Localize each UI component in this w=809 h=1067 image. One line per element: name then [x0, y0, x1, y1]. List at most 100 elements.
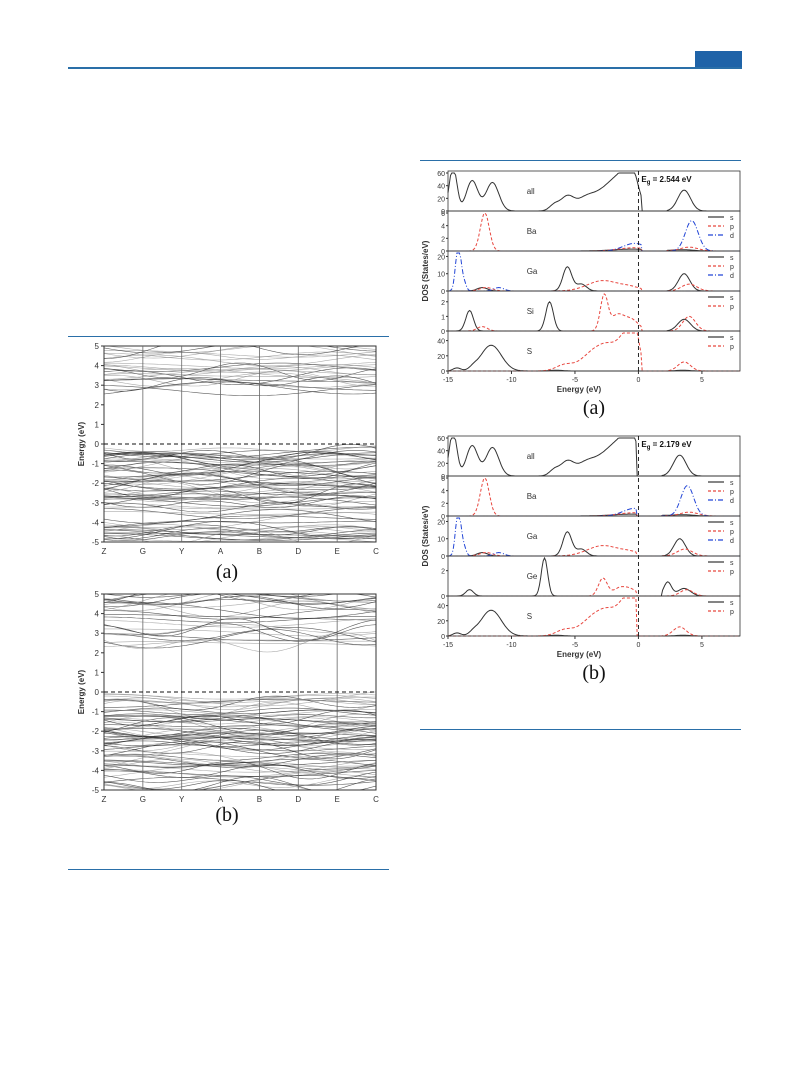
band-line [103, 740, 376, 751]
band-line [103, 695, 377, 711]
y-tick-label: 0 [95, 688, 100, 697]
dos-curve-s [448, 301, 740, 332]
y-tick-label: 4 [441, 489, 445, 496]
band-structure-a: 5 4 3 2 1 0 -1 -2 -3 -4 -5 Z G Y A B D E C Energy (eV) [68, 340, 390, 565]
y-tick-label: 0 [441, 329, 445, 336]
kpoint-label: C [373, 795, 379, 804]
y-tick-label: 2 [95, 401, 100, 410]
band-line [103, 641, 377, 647]
band-line [103, 493, 377, 508]
band-line [103, 624, 377, 636]
dos-panel-frame [447, 595, 741, 637]
band-line [103, 615, 377, 623]
y-axis-label: DOS (States/eV) [421, 505, 430, 566]
y-tick-label: 40 [437, 184, 445, 191]
dos-panel-si: Si 2 1 0 sp [441, 290, 741, 336]
dos-curve-s [447, 437, 740, 477]
dos-a-caption: (a) [582, 397, 606, 419]
dos-panel-frame [447, 555, 741, 597]
legend-label: d [730, 233, 734, 240]
band-lines [103, 345, 377, 543]
band-line [104, 364, 377, 372]
legend-label: d [730, 538, 734, 545]
y-tick-label: 20 [437, 354, 445, 361]
band-line [103, 524, 377, 535]
kpoint-label: G [140, 547, 146, 556]
dos-panel-frame [447, 515, 741, 557]
y-tick-label: -5 [92, 786, 100, 795]
kpoint-label: D [295, 795, 301, 804]
band-structure-b-plot: 5 4 3 2 1 0 -1 -2 -3 -4 -5Z G Y A B D E C Energy (eV) [77, 590, 379, 804]
band-line [104, 759, 377, 767]
y-tick-label: -4 [92, 518, 100, 527]
x-tick-label: 0 [636, 642, 640, 649]
y-tick-label: 10 [437, 537, 445, 544]
kpoint-label: E [334, 795, 339, 804]
y-tick-label: -4 [92, 766, 100, 775]
dos-curve-s [448, 556, 740, 597]
y-tick-label: 6 [441, 476, 445, 483]
y-tick-label: 0 [441, 634, 445, 641]
kpoint-label: Y [179, 547, 185, 556]
dos-curve-p [448, 577, 740, 597]
band-line [103, 531, 377, 541]
dos-panel-frame [447, 475, 741, 517]
band-line [103, 751, 377, 766]
band-line [103, 732, 376, 740]
band-line [103, 762, 377, 771]
y-tick-label: 1 [95, 668, 100, 677]
legend-label: p [730, 304, 734, 311]
dos-curve-p [448, 332, 740, 372]
band-line [103, 740, 376, 747]
dos-panel-label: S [527, 347, 532, 356]
band-line [103, 378, 377, 383]
dos-panel-frame [447, 330, 741, 372]
dos-figure-top-rule [420, 160, 741, 161]
header-rule [68, 67, 742, 69]
band-line [103, 470, 376, 478]
y-tick-label: 6 [441, 211, 445, 218]
y-tick-label: 40 [437, 604, 445, 611]
band-line [103, 515, 377, 528]
legend-label: p [730, 264, 734, 271]
y-tick-label: 5 [95, 342, 100, 351]
band-line [103, 368, 377, 380]
dos-panel-frame [447, 210, 741, 252]
band-line [103, 618, 377, 628]
y-tick-label: 3 [95, 629, 100, 638]
band-line [103, 351, 377, 361]
y-tick-label: 2 [441, 501, 445, 508]
x-tick-label: 0 [636, 377, 640, 384]
band-line [103, 467, 377, 480]
band-figure-top-rule [68, 336, 389, 337]
band-line [103, 627, 377, 649]
x-tick-label: 5 [700, 377, 704, 384]
y-tick-label: 2 [441, 569, 445, 576]
dos-b-plot: all6040200Ba6420spdGa20100spdGe20spS4020… [421, 435, 741, 659]
band-line [104, 458, 377, 468]
band-line [103, 696, 376, 704]
y-tick-label: 2 [441, 236, 445, 243]
legend-label: p [730, 529, 734, 536]
band-line [103, 752, 377, 774]
band-line [103, 493, 377, 507]
y-tick-label: 0 [441, 594, 445, 601]
dos-curve-s [447, 172, 740, 212]
band-line [103, 618, 377, 641]
band-line [103, 362, 377, 381]
dos-curve-d [447, 517, 740, 557]
dos-panel-label: all [527, 452, 535, 461]
legend-label: s [730, 600, 734, 607]
y-tick-label: 60 [437, 436, 445, 443]
kpoint-label: A [218, 547, 224, 556]
band-line [103, 632, 377, 653]
dos-b-caption: (b) [582, 662, 606, 684]
x-axis-label: Energy (eV) [557, 650, 602, 659]
band-gap-label: Eg = 2.544 eV [641, 175, 692, 186]
dos-panel-frame [447, 170, 741, 212]
band-line [104, 361, 377, 369]
legend-label: p [730, 489, 734, 496]
dos-panel-all: all 60 40 20 0 [437, 435, 741, 481]
legend-label: s [730, 560, 734, 567]
y-tick-label: 0 [95, 440, 100, 449]
